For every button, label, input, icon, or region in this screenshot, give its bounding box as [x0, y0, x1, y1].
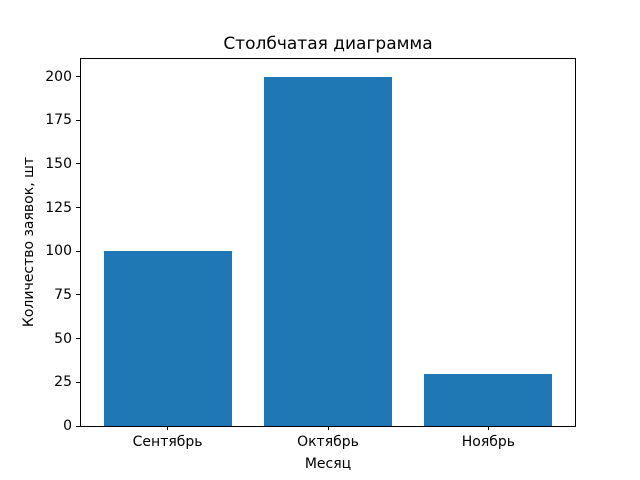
- y-tick-label: 100: [45, 243, 72, 260]
- y-tick-mark: [76, 163, 80, 165]
- x-tick-mark: [487, 426, 489, 430]
- y-tick-label: 175: [45, 112, 72, 129]
- x-axis-label: Месяц: [304, 456, 352, 472]
- y-tick-mark: [76, 207, 80, 208]
- y-tick-label: 0: [63, 418, 72, 434]
- y-tick-mark: [76, 119, 80, 121]
- y-tick-label: 75: [54, 286, 72, 303]
- y-tick-label: 50: [54, 330, 72, 347]
- y-tick-label: 25: [54, 374, 72, 391]
- y-tick-mark: [76, 294, 80, 296]
- plot-area: [80, 58, 576, 427]
- bar: [424, 373, 553, 426]
- y-tick-label: 150: [45, 155, 72, 172]
- x-tick-mark: [327, 426, 329, 430]
- y-tick-label: 125: [45, 199, 72, 216]
- y-tick-mark: [76, 425, 80, 427]
- x-tick-label: Сентябрь: [132, 434, 203, 450]
- bar: [263, 76, 393, 426]
- y-tick-mark: [76, 250, 80, 252]
- y-tick-mark: [76, 76, 80, 77]
- y-tick-label: 200: [45, 68, 72, 85]
- x-tick-label: Ноябрь: [461, 434, 516, 450]
- bar: [103, 251, 232, 426]
- x-tick-label: Октябрь: [297, 434, 359, 450]
- x-tick-mark: [167, 426, 169, 430]
- y-tick-mark: [76, 381, 80, 383]
- chart-title: Столбчатая диаграмма: [223, 34, 433, 54]
- y-tick-mark: [76, 338, 80, 340]
